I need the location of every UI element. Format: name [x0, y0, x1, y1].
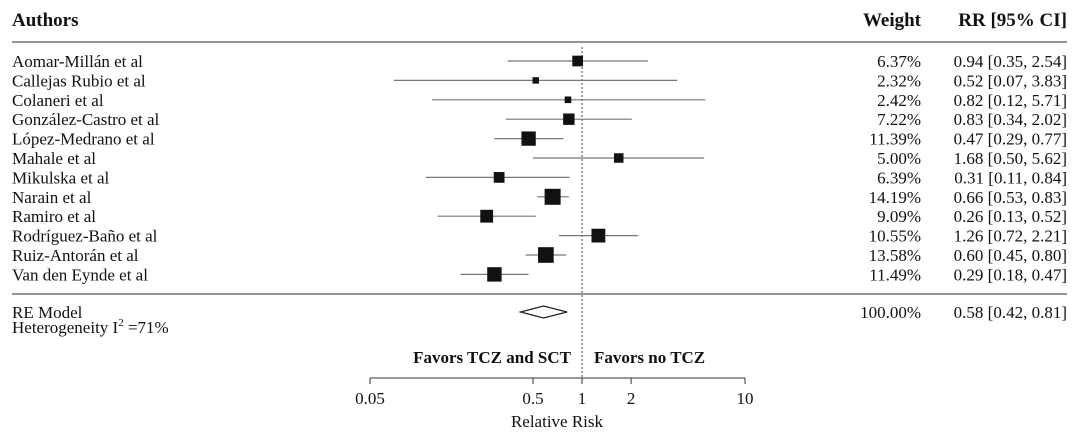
study-weight: 10.55% [869, 227, 921, 246]
study-author: Narain et al [12, 188, 92, 207]
study-row: Mikulska et al 6.39% 0.31 [0.11, 0.84] [12, 168, 1067, 187]
study-rr: 0.60 [0.45, 0.80] [954, 246, 1067, 265]
study-author: Ramiro et al [12, 207, 96, 226]
study-row: Aomar-Millán et al 6.37% 0.94 [0.35, 2.54] [12, 52, 1067, 71]
study-rr: 0.94 [0.35, 2.54] [954, 52, 1067, 71]
study-author: Ruiz-Antorán et al [12, 246, 139, 265]
study-row: Ruiz-Antorán et al 13.58% 0.60 [0.45, 0.80… [12, 246, 1067, 265]
x-axis-label: Relative Risk [511, 412, 604, 431]
study-rr: 0.52 [0.07, 3.83] [954, 71, 1067, 90]
study-weight: 11.39% [869, 130, 921, 149]
summary-diamond [518, 305, 568, 319]
point-estimate [538, 247, 554, 263]
header-authors: Authors [12, 10, 79, 31]
study-author: Mikulska et al [12, 168, 110, 187]
study-row: Colaneri et al 2.42% 0.82 [0.12, 5.71] [12, 91, 1067, 110]
study-row: Mahale et al 5.00% 1.68 [0.50, 5.62] [12, 149, 1067, 168]
point-estimate [572, 55, 584, 67]
study-weight: 6.37% [877, 52, 921, 71]
study-weight: 2.42% [877, 91, 921, 110]
study-row: Callejas Rubio et al 2.32% 0.52 [0.07, 3.8… [12, 71, 1067, 90]
study-rr: 0.66 [0.53, 0.83] [954, 188, 1067, 207]
study-author: Colaneri et al [12, 91, 104, 110]
study-weight: 11.49% [869, 265, 921, 284]
study-row: Narain et al 14.19% 0.66 [0.53, 0.83] [12, 188, 1067, 207]
study-weight: 13.58% [869, 246, 921, 265]
study-weight: 6.39% [877, 168, 921, 187]
study-row: Ramiro et al 9.09% 0.26 [0.13, 0.52] [12, 207, 1067, 226]
point-estimate [521, 131, 536, 146]
x-tick-label: 0.5 [522, 389, 543, 408]
study-author: Aomar-Millán et al [12, 52, 143, 71]
point-estimate [493, 172, 505, 183]
study-author: González-Castro et al [12, 110, 160, 129]
study-weight: 5.00% [877, 149, 921, 168]
study-author: Callejas Rubio et al [12, 71, 146, 90]
x-tick-label: 1 [578, 389, 587, 408]
study-weight: 2.32% [877, 71, 921, 90]
study-author: Van den Eynde et al [12, 265, 148, 284]
point-estimate [591, 228, 606, 243]
point-estimate [487, 267, 502, 282]
study-rr: 1.26 [0.72, 2.21] [954, 227, 1067, 246]
point-estimate [532, 77, 539, 84]
point-estimate [613, 153, 624, 163]
study-rr: 0.47 [0.29, 0.77] [954, 130, 1067, 149]
study-author: Mahale et al [12, 149, 96, 168]
study-weight: 7.22% [877, 110, 921, 129]
header-rr: RR [95% CI] [958, 10, 1067, 31]
study-author: Rodríguez-Baño et al [12, 227, 158, 246]
study-rr: 0.29 [0.18, 0.47] [954, 265, 1067, 284]
study-row: Rodríguez-Baño et al 10.55% 1.26 [0.72, 2.… [12, 227, 1067, 246]
study-row: Van den Eynde et al 11.49% 0.29 [0.18, 0.4… [12, 265, 1067, 284]
study-weight: 14.19% [869, 188, 921, 207]
study-rr: 1.68 [0.50, 5.62] [954, 149, 1067, 168]
x-axis-ticks: 0.05 0.5 1 2 10 [355, 378, 754, 408]
favors-left-label: Favors TCZ and SCT [413, 348, 572, 367]
study-rr: 0.82 [0.12, 5.71] [954, 91, 1067, 110]
point-estimate [564, 96, 572, 104]
study-rows: Aomar-Millán et al 6.37% 0.94 [0.35, 2.54]… [12, 52, 1067, 284]
x-tick-label: 10 [737, 389, 754, 408]
header-weight: Weight [863, 10, 922, 31]
summary-weight: 100.00% [860, 303, 921, 322]
point-estimate [563, 113, 575, 125]
study-row: González-Castro et al 7.22% 0.83 [0.34, 2.… [12, 110, 1067, 129]
study-row: López-Medrano et al 11.39% 0.47 [0.29, 0.7… [12, 130, 1067, 149]
study-weight: 9.09% [877, 207, 921, 226]
point-estimate [544, 188, 561, 205]
favors-right-label: Favors no TCZ [594, 348, 705, 367]
study-rr: 0.26 [0.13, 0.52] [954, 207, 1067, 226]
study-author: López-Medrano et al [12, 130, 155, 149]
heterogeneity-label: Heterogeneity I2 =71% [12, 317, 169, 337]
x-tick-label: 0.05 [355, 389, 385, 408]
study-rr: 0.83 [0.34, 2.02] [954, 110, 1067, 129]
summary-label: RE Model [12, 303, 83, 322]
point-estimate [480, 209, 494, 223]
summary-rr: 0.58 [0.42, 0.81] [954, 303, 1067, 322]
study-rr: 0.31 [0.11, 0.84] [954, 168, 1067, 187]
x-tick-label: 2 [627, 389, 636, 408]
